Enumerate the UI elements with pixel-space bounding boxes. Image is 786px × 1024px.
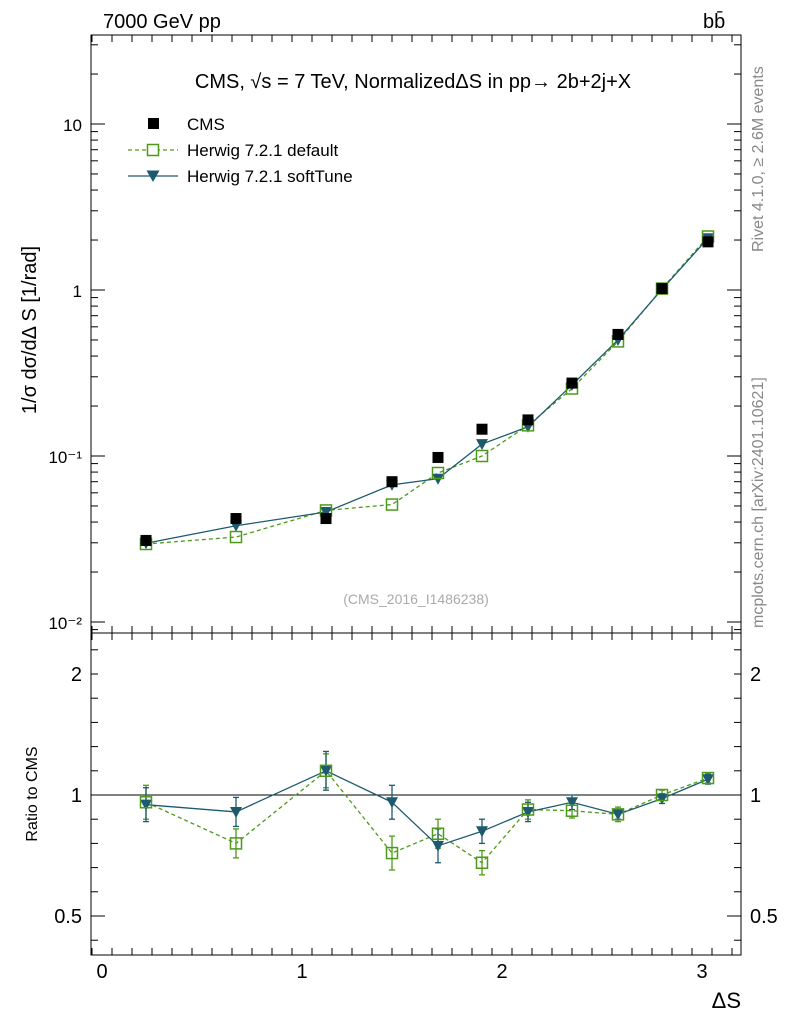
data-point-herwig-default xyxy=(431,466,445,480)
ratio-y-tick-label-right: 1 xyxy=(750,785,761,807)
series-line-herwig-default xyxy=(145,236,709,545)
ratio-y-tick-label: 0.5 xyxy=(54,906,82,928)
ratio-point-herwig-softtune xyxy=(432,840,444,852)
legend-label-herwig-softtune: Herwig 7.2.1 softTune xyxy=(187,167,353,186)
legend-marker-cms xyxy=(148,118,159,129)
plot-title: CMS, √s = 7 TeV, NormalizedΔS in pp→ 2b+… xyxy=(195,71,631,93)
legend-marker-herwig-default xyxy=(146,143,160,157)
ratio-point-herwig-softtune xyxy=(140,799,152,811)
analysis-watermark: (CMS_2016_I1486238) xyxy=(343,591,489,607)
ratio-panel-marks xyxy=(139,750,715,876)
legend-marker-herwig-softtune xyxy=(146,170,160,182)
ratio-point-herwig-default xyxy=(655,788,669,802)
legend-label-cms: CMS xyxy=(187,115,225,134)
ratio-y-tick-label-right: 0.5 xyxy=(750,906,778,928)
ratio-point-herwig-softtune xyxy=(386,797,398,809)
ratio-y-tick-label: 2 xyxy=(71,664,82,686)
data-point-cms xyxy=(140,534,152,546)
data-point-herwig-softtune xyxy=(320,506,332,518)
ratio-point-herwig-softtune xyxy=(476,826,488,838)
ratio-point-herwig-softtune xyxy=(656,793,668,805)
ratio-y-tick-label: 1 xyxy=(71,785,82,807)
main-y-tick-label: 10⁻² xyxy=(48,614,82,633)
ratio-point-herwig-default xyxy=(385,846,399,860)
main-y-tick-label: 1 xyxy=(73,282,82,301)
ratio-point-herwig-softtune xyxy=(320,765,332,777)
ratio-point-herwig-default xyxy=(475,856,489,870)
x-tick-label: 3 xyxy=(696,961,707,983)
data-point-cms xyxy=(230,513,242,525)
data-point-cms xyxy=(522,414,534,426)
main-y-axis-label: 1/σ dσ/dΔ S [1/rad] xyxy=(19,246,41,414)
ratio-point-herwig-default xyxy=(521,803,535,816)
main-panel-marks xyxy=(139,230,715,551)
x-tick-label: 2 xyxy=(496,961,507,983)
data-point-cms xyxy=(432,451,444,463)
process-label: bb̄ xyxy=(703,10,725,33)
ratio-y-tick-label-right: 2 xyxy=(750,664,761,686)
data-point-cms xyxy=(386,476,398,488)
x-axis-label: ΔS xyxy=(712,988,741,1013)
data-point-herwig-default xyxy=(385,498,399,511)
data-point-cms xyxy=(702,236,714,248)
rivet-label: Rivet 4.1.0, ≥ 2.6M events xyxy=(750,66,767,252)
legend: CMS Herwig 7.2.1 default Herwig 7.2.1 so… xyxy=(128,115,353,186)
data-point-cms xyxy=(612,328,624,340)
ratio-point-herwig-default xyxy=(139,796,153,809)
ratio-point-herwig-default xyxy=(611,808,625,821)
main-y-tick-label: 10⁻¹ xyxy=(48,448,82,467)
main-y-tick-label: 10 xyxy=(63,116,82,135)
data-point-herwig-default xyxy=(475,449,489,463)
legend-label-herwig-default: Herwig 7.2.1 default xyxy=(187,141,338,160)
data-point-herwig-default xyxy=(229,530,243,544)
ratio-point-herwig-softtune xyxy=(566,797,578,809)
ratio-point-herwig-softtune xyxy=(522,806,534,818)
ratio-point-herwig-default xyxy=(701,771,715,785)
data-point-cms xyxy=(656,283,668,295)
series-line-herwig-softtune xyxy=(145,237,709,544)
ratio-point-herwig-default xyxy=(319,764,333,778)
ratio-point-herwig-default xyxy=(229,837,243,850)
ratio-point-herwig-default xyxy=(565,804,579,817)
data-point-cms xyxy=(566,377,578,389)
ratio-point-herwig-softtune xyxy=(702,774,714,786)
x-tick-label: 0 xyxy=(96,961,107,983)
data-point-herwig-softtune xyxy=(476,439,488,451)
data-point-cms xyxy=(320,513,332,525)
mcplots-label: mcplots.cern.ch [arXiv:2401.10621] xyxy=(750,377,767,628)
ratio-point-herwig-softtune xyxy=(612,809,624,821)
data-point-cms xyxy=(476,423,488,435)
x-tick-label: 1 xyxy=(296,961,307,983)
ratio-y-axis-label: Ratio to CMS xyxy=(24,746,41,841)
axis-ticks xyxy=(91,35,741,955)
ratio-point-herwig-softtune xyxy=(230,806,242,818)
ratio-point-herwig-default xyxy=(431,827,445,840)
energy-label: 7000 GeV pp xyxy=(103,11,221,33)
ratio-plot-frame xyxy=(90,632,742,956)
